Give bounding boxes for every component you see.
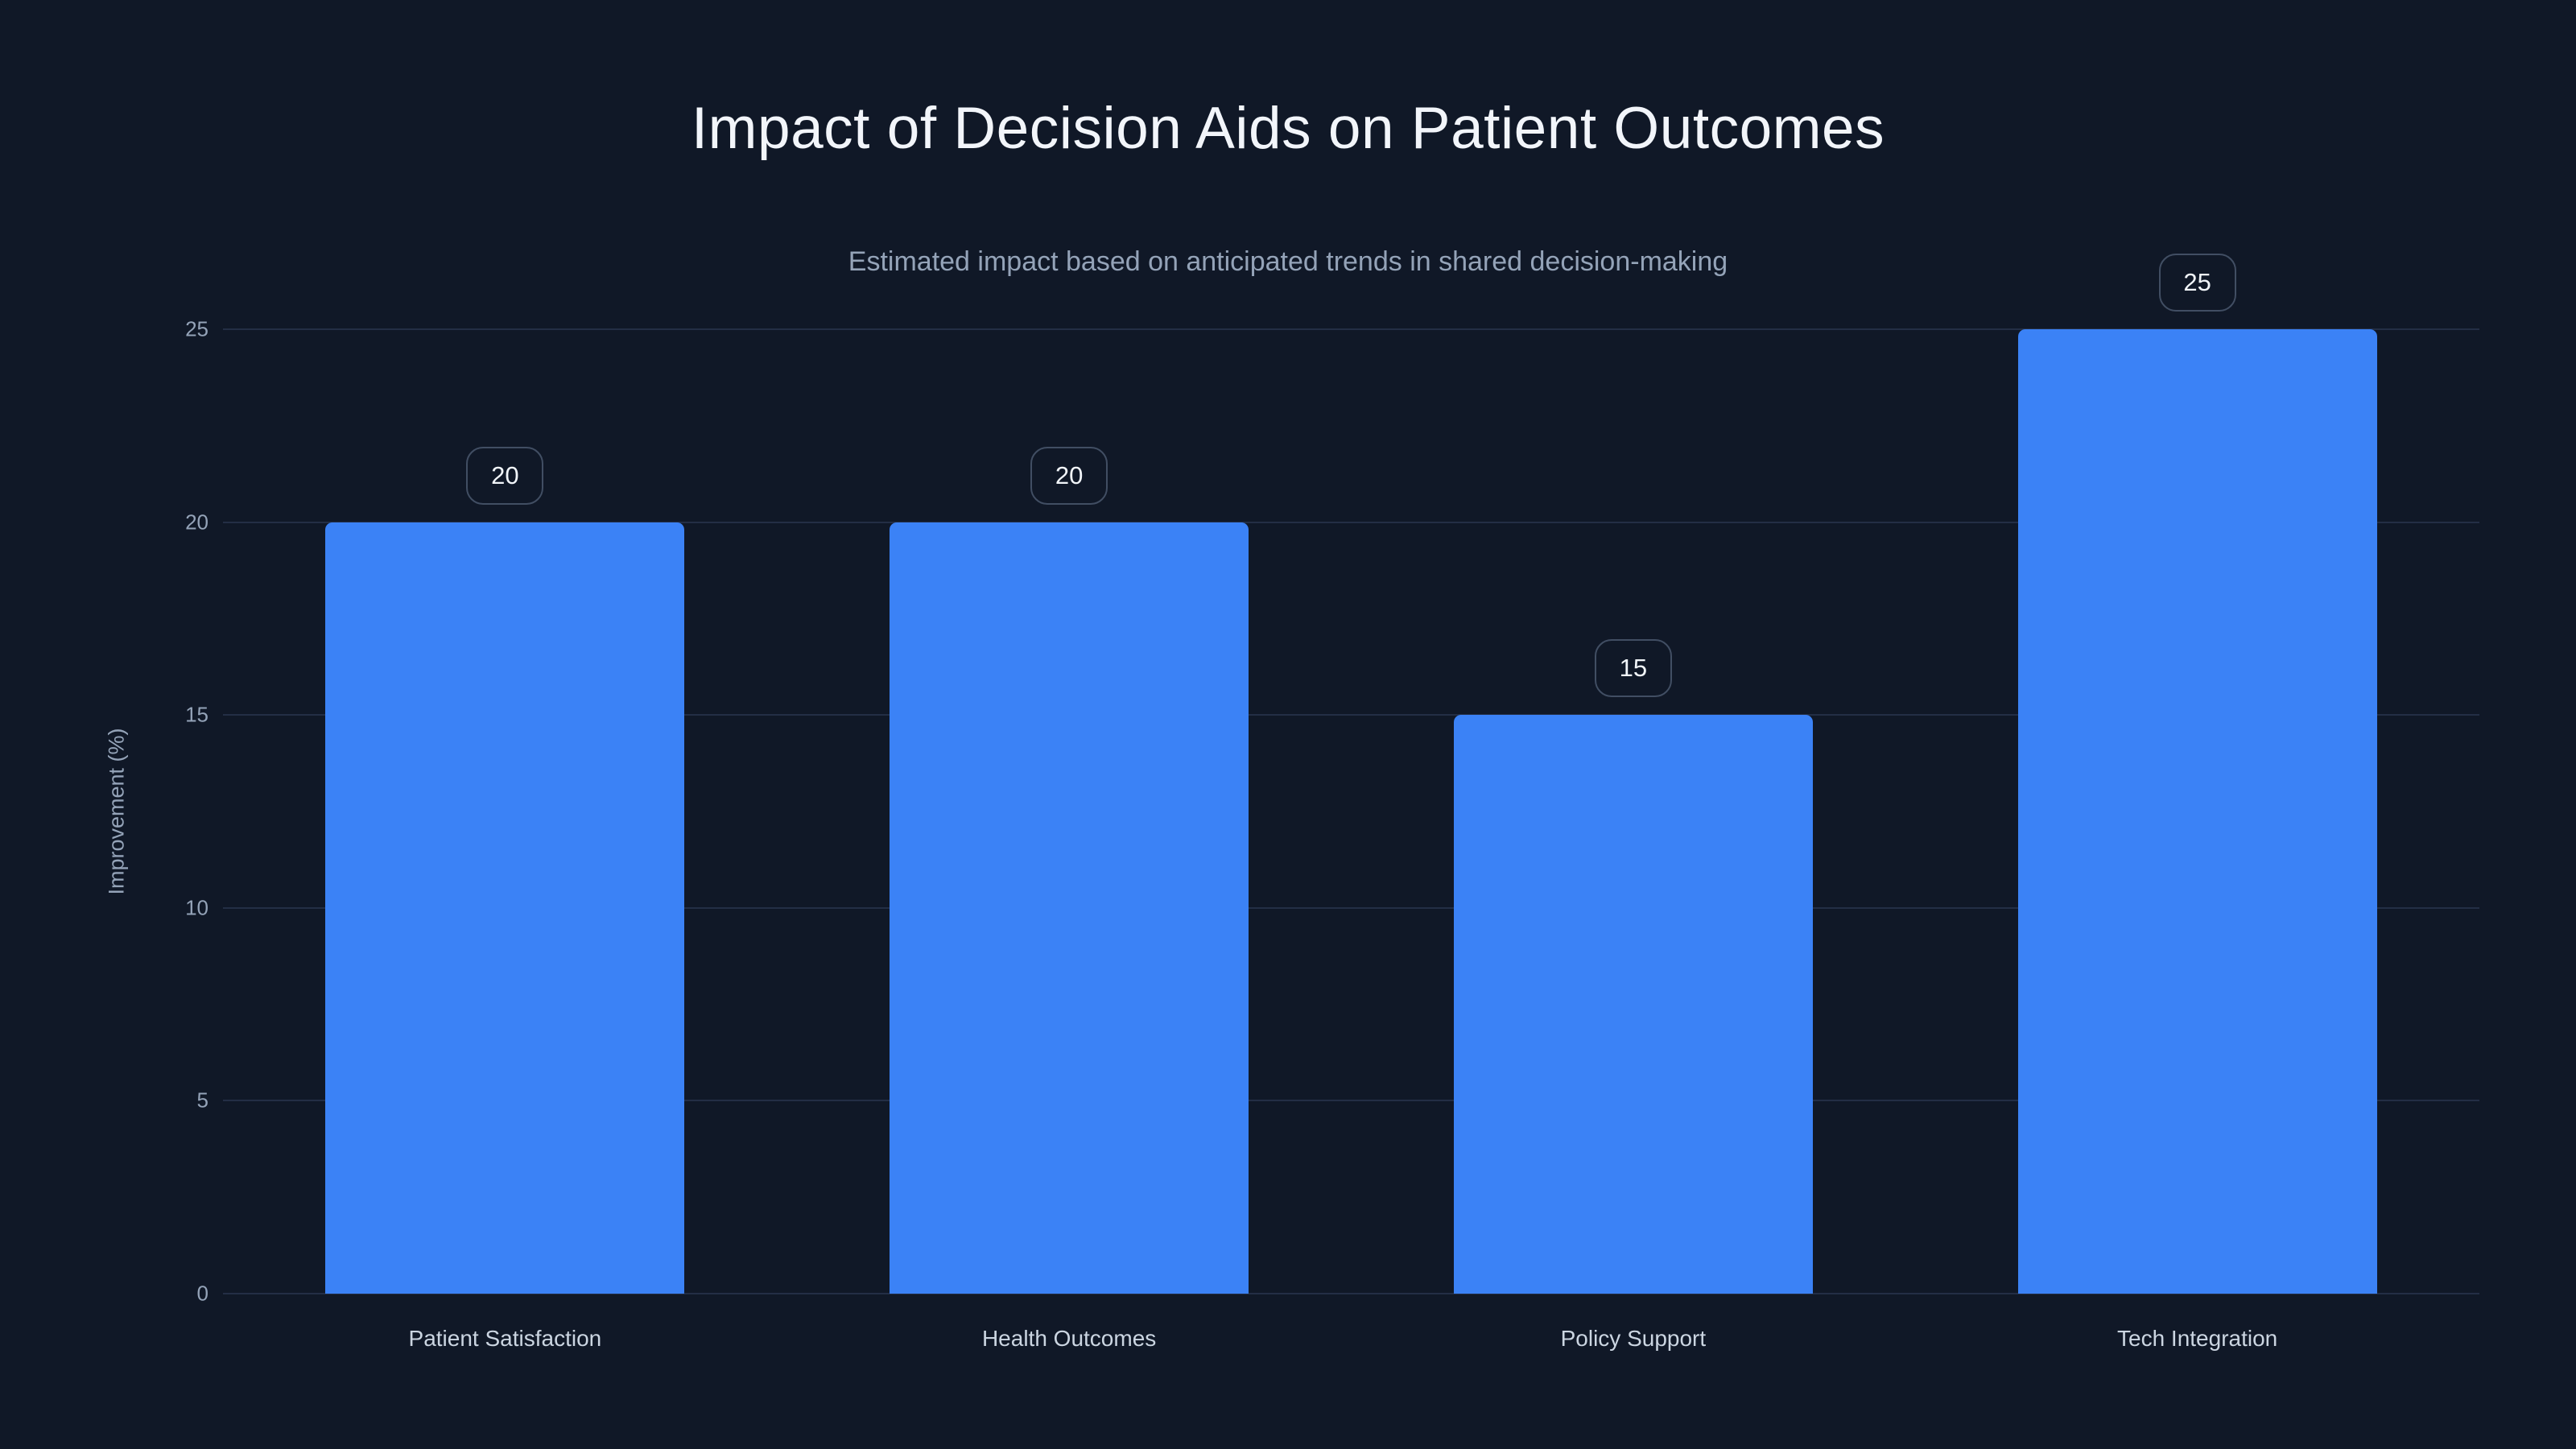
y-tick-label-20: 20 [185, 510, 208, 535]
bar [890, 522, 1249, 1294]
gridline-y-20 [223, 521, 2479, 523]
bar-group: 20 Health Outcomes [890, 329, 1249, 1351]
plot-area: Improvement (%) 0 5 10 15 20 25 20 Patient Sati… [105, 254, 2479, 1351]
x-axis-label: Patient Satisfaction [408, 1326, 602, 1351]
bar-group: 15 Policy Support [1453, 329, 1813, 1351]
bar [2017, 329, 2377, 1294]
gridline-y-5 [223, 1100, 2479, 1102]
y-tick-label-0: 0 [196, 1281, 208, 1306]
x-axis-label: Health Outcomes [981, 1326, 1157, 1351]
bar [325, 522, 685, 1294]
gridline-y-25 [223, 328, 2479, 330]
x-axis-label: Policy Support [1560, 1326, 1707, 1351]
y-axis-title: Improvement (%) [104, 728, 129, 895]
bar-group: 20 Patient Satisfaction [325, 329, 685, 1351]
gridline-y-10 [223, 906, 2479, 909]
chart-subtitle: Estimated impact based on anticipated tr… [848, 246, 1728, 277]
chart-title: Impact of Decision Aids on Patient Outco… [691, 96, 1885, 161]
bar [1453, 715, 1813, 1294]
bar-group: 25 Tech Integration [2017, 254, 2377, 1351]
y-tick-label-10: 10 [185, 895, 208, 920]
gridline-y-15 [223, 714, 2479, 716]
y-tick-label-25: 25 [185, 316, 208, 341]
value-badge: 25 [2158, 254, 2236, 312]
value-badge: 20 [1030, 446, 1108, 505]
value-badge: 15 [1594, 639, 1672, 698]
y-tick-label-15: 15 [185, 702, 208, 727]
value-badge: 20 [466, 446, 544, 505]
y-tick-label-5: 5 [196, 1088, 208, 1113]
x-axis-label: Tech Integration [2117, 1326, 2278, 1351]
gridline-y-0 [223, 1293, 2479, 1294]
